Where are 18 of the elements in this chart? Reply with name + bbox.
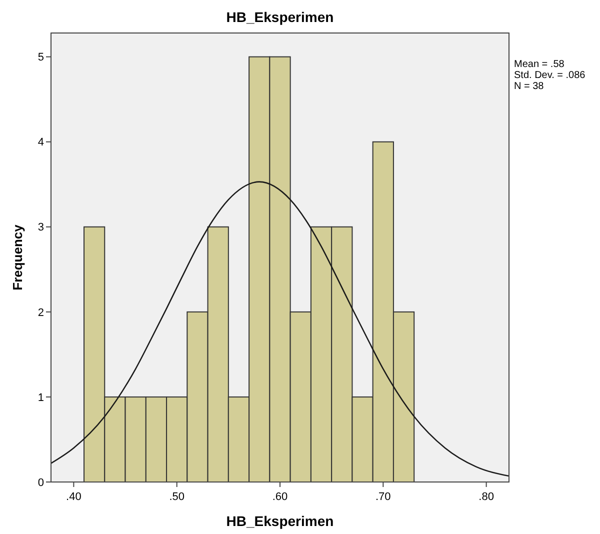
line-series [50, 181, 510, 477]
x-tick-label: .50 [169, 491, 184, 503]
text: Std. Dev. = .086 [514, 70, 586, 81]
x-tick-label: .60 [272, 491, 288, 503]
text: Mean = .58 [514, 59, 565, 70]
y-tick-label: 2 [38, 306, 44, 319]
y-tick-label: 3 [38, 222, 44, 234]
y-tick-label: 4 [38, 136, 44, 149]
x-tick-label: .40 [66, 491, 82, 503]
chart-title: HB_Eksperimen [226, 9, 334, 25]
y-tick-label: 0 [38, 476, 44, 489]
y-axis-title: Frequency [10, 224, 25, 290]
x-tick-label: .80 [478, 491, 494, 503]
y-tick-label: 1 [38, 392, 44, 404]
y-tick-label: 5 [38, 52, 44, 64]
text: N = 38 [514, 81, 544, 92]
x-axis-title: HB_Eksperimen [226, 513, 334, 529]
x-tick-label: .70 [376, 491, 391, 503]
